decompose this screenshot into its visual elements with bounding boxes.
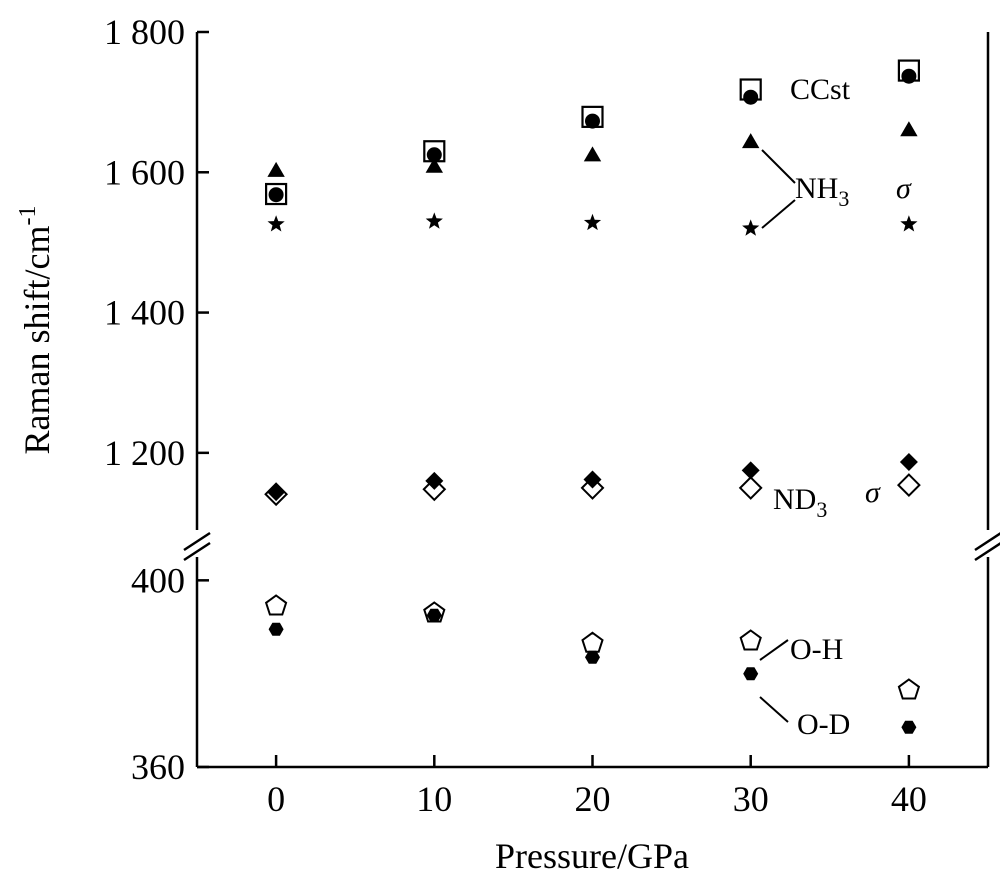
annotation-od: O-D xyxy=(797,708,850,741)
data-point-nd3_open xyxy=(738,475,763,500)
data-point-nd3_open xyxy=(264,482,289,507)
y-tick-label: 1 200 xyxy=(104,433,185,473)
data-point-nh3_b xyxy=(583,213,602,231)
data-point-ccst_filled xyxy=(426,147,442,163)
axis-break-left-1 xyxy=(183,531,211,552)
annotation-ccst: CCst xyxy=(790,73,851,106)
od-leader xyxy=(759,696,789,723)
annotation-oh: O-H xyxy=(790,633,843,666)
data-point-oh xyxy=(264,594,288,616)
data-point-nd3_filled xyxy=(425,471,444,490)
data-point-nh3_a xyxy=(425,157,443,173)
data-point-nd3_filled xyxy=(899,453,918,471)
annotation-sigma-lower: σ xyxy=(865,476,881,509)
data-point-nh3_b xyxy=(900,215,918,232)
nh3-leader-lower xyxy=(761,199,796,229)
data-point-oh xyxy=(739,629,762,651)
nh3-leader-upper xyxy=(761,149,796,184)
data-marks xyxy=(264,59,921,734)
x-axis-title: Pressure/GPa xyxy=(495,836,689,876)
data-point-nd3_filled xyxy=(583,470,602,489)
annotation-sigma-upper: σ xyxy=(896,172,912,205)
data-point-nd3_open xyxy=(422,477,447,502)
data-point-ccst_filled xyxy=(585,113,600,129)
annotation-nd3: ND3 xyxy=(773,483,827,522)
data-point-ccst_filled xyxy=(743,89,759,105)
x-tick-label: 30 xyxy=(733,779,769,819)
ticks: 1 200 1 400 1 600 1 800 360 400 0 10 20 30 40 xyxy=(104,12,927,819)
data-point-od xyxy=(585,650,600,664)
data-point-nh3_a xyxy=(900,121,918,137)
annotation-nd3-subscript: 3 xyxy=(816,497,827,522)
y-axis-title-superscript: -1 xyxy=(15,206,41,226)
data-point-oh xyxy=(581,631,604,653)
annotation-nh3: NH3 xyxy=(795,172,849,211)
axis-break-left-2 xyxy=(183,541,211,562)
data-point-nh3_b xyxy=(425,212,443,229)
x-tick-label: 10 xyxy=(416,779,452,819)
data-point-od xyxy=(268,622,284,636)
y-tick-label: 1 600 xyxy=(104,152,185,192)
annotations: CCst NH3 σ ND3 σ O-H O-D xyxy=(759,73,912,741)
data-point-nh3_b xyxy=(267,215,285,232)
y-axis-title: Raman shift/cm-1 xyxy=(15,206,57,455)
data-point-nh3_a xyxy=(583,146,602,162)
x-tick-label: 0 xyxy=(267,779,285,819)
data-point-ccst_filled xyxy=(901,68,917,84)
axis-break-right-1 xyxy=(974,532,1000,552)
data-point-nh3_a xyxy=(742,133,760,149)
x-tick-label: 40 xyxy=(891,779,927,819)
data-point-nd3_filled xyxy=(741,461,760,480)
data-point-oh xyxy=(897,678,921,700)
x-tick-label: 20 xyxy=(575,779,611,819)
data-point-od xyxy=(743,667,759,681)
data-point-od xyxy=(426,608,442,622)
data-point-od xyxy=(901,720,917,734)
data-point-nh3_b xyxy=(742,219,760,236)
data-point-nd3_open xyxy=(580,475,605,500)
y-tick-label: 1 400 xyxy=(104,293,185,333)
data-point-ccst_open xyxy=(265,182,288,206)
data-point-nd3_open xyxy=(896,473,921,498)
y-tick-label: 400 xyxy=(131,560,185,600)
y-tick-label: 360 xyxy=(131,747,185,787)
axis-break-right-2 xyxy=(974,542,1000,562)
oh-leader xyxy=(759,639,789,661)
y-tick-label: 1 800 xyxy=(104,12,185,52)
data-point-nh3_a xyxy=(267,161,285,177)
data-point-ccst_filled xyxy=(268,187,284,203)
annotation-nh3-subscript: 3 xyxy=(838,186,849,211)
